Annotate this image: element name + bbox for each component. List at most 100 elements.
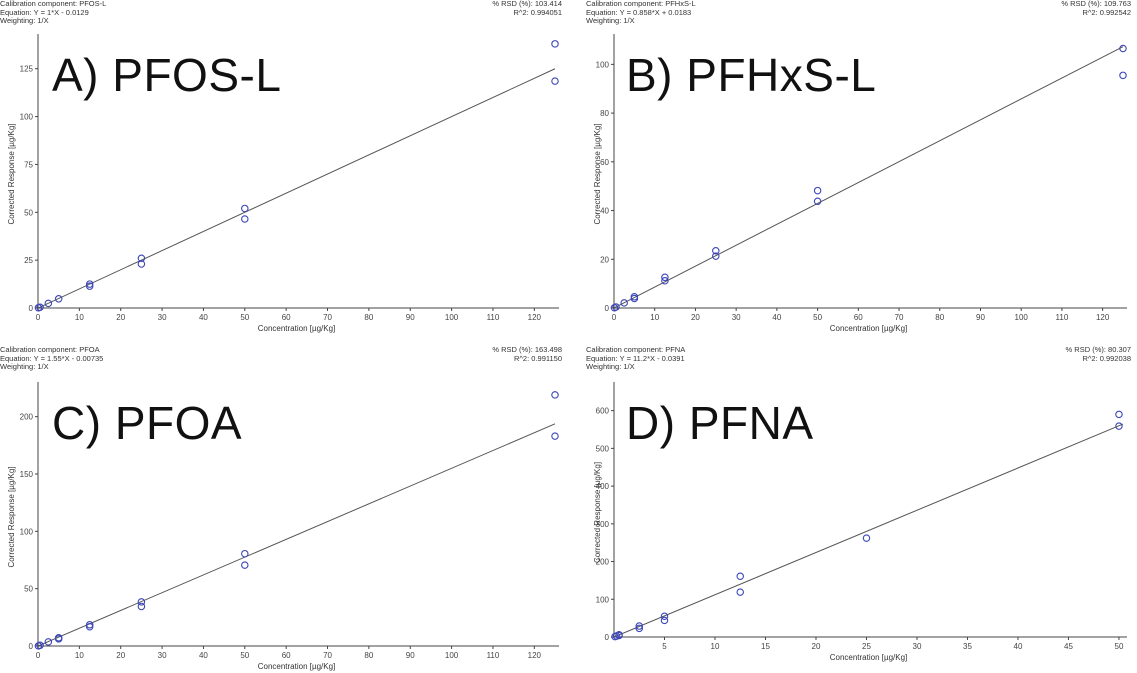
data-point — [660, 616, 669, 625]
fit-line — [37, 68, 556, 309]
y-axis-label: Corrected Response [µg/Kg] — [7, 123, 16, 224]
y-tick-label: 25 — [24, 256, 33, 265]
x-tick-label: 60 — [854, 313, 863, 322]
x-tick-label: 30 — [158, 313, 167, 322]
data-point — [1115, 410, 1123, 419]
data-point — [712, 252, 720, 260]
y-axis-label: Corrected Response [µg/Kg] — [593, 462, 602, 563]
x-tick-label: 100 — [445, 651, 459, 660]
y-tick-label: 0 — [605, 633, 610, 642]
x-tick-label: 35 — [963, 642, 972, 651]
chart-panel-pfos: Calibration component: PFOS-L Equation: … — [0, 0, 568, 336]
panel-label: C) PFOA — [52, 397, 243, 449]
data-point — [137, 254, 146, 262]
weighting-text: Weighting: 1/X — [586, 16, 635, 25]
y-tick-label: 100 — [596, 595, 610, 604]
data-point — [635, 624, 643, 633]
panel-header-stats: % RSD (%): 109.763 R^2: 0.992542 — [1061, 0, 1131, 17]
x-tick-label: 60 — [282, 651, 291, 660]
x-tick-label: 70 — [895, 313, 904, 322]
y-tick-label: 60 — [600, 158, 609, 167]
component-text: Calibration component: PFNA — [586, 345, 686, 354]
y-tick-label: 40 — [600, 207, 609, 216]
x-axis-label: Concentration [µg/Kg] — [258, 662, 336, 671]
data-point — [551, 432, 559, 440]
data-point — [137, 598, 146, 606]
x-tick-label: 20 — [812, 642, 821, 651]
x-tick-label: 120 — [528, 651, 542, 660]
data-point — [1119, 44, 1127, 53]
x-tick-label: 10 — [75, 651, 84, 660]
x-tick-label: 30 — [732, 313, 741, 322]
rsd-text: % RSD (%): 80.307 — [1065, 345, 1131, 354]
y-tick-label: 150 — [20, 470, 34, 479]
data-point — [1115, 422, 1123, 430]
x-tick-label: 120 — [528, 313, 542, 322]
x-tick-label: 50 — [813, 313, 822, 322]
x-tick-label: 110 — [487, 651, 500, 660]
x-tick-label: 100 — [445, 313, 459, 322]
data-point — [862, 534, 871, 542]
rsd-text: % RSD (%): 163.498 — [492, 345, 562, 354]
y-tick-label: 400 — [596, 482, 610, 491]
data-point — [36, 641, 44, 650]
x-tick-label: 40 — [199, 651, 208, 660]
x-tick-label: 30 — [913, 642, 922, 651]
data-point — [36, 303, 44, 311]
component-text: Calibration component: PFOA — [0, 345, 100, 354]
r2-text: R^2: 0.992542 — [1082, 7, 1131, 17]
panel-header-info: Calibration component: PFOA Equation: Y … — [0, 345, 104, 372]
component-text: Calibration component: PFOS-L — [0, 0, 107, 8]
chart-panel-pfna: Calibration component: PFNA Equation: Y … — [586, 345, 1137, 673]
fit-line — [613, 46, 1124, 309]
x-tick-label: 110 — [1056, 313, 1069, 322]
y-tick-label: 20 — [600, 255, 609, 264]
data-point — [635, 622, 643, 630]
x-tick-label: 15 — [761, 642, 770, 651]
plot-area: 0 10 20 30 40 50 60 70 80 90 100 110 120 0 25 50 75 100 12… — [7, 34, 559, 333]
panel-label: D) PFNA — [626, 397, 814, 449]
x-tick-label: 80 — [364, 651, 373, 660]
y-tick-label: 100 — [596, 60, 610, 69]
data-point — [661, 276, 669, 285]
rsd-text: % RSD (%): 103.414 — [492, 0, 562, 8]
data-point — [241, 561, 249, 569]
x-tick-label: 60 — [282, 313, 291, 322]
y-axis-label: Corrected Response [µg/Kg] — [7, 466, 16, 567]
y-tick-label: 80 — [600, 109, 609, 118]
r2-text: R^2: 0.992038 — [1082, 353, 1131, 363]
panel-header-info: Calibration component: PFOS-L Equation: … — [0, 0, 106, 26]
y-tick-label: 100 — [20, 113, 34, 122]
y-tick-label: 50 — [24, 208, 33, 217]
y-tick-label: 200 — [596, 558, 610, 567]
equation-text: Equation: Y = 1.55*X - 0.00735 — [0, 353, 104, 363]
x-tick-label: 90 — [976, 313, 985, 322]
data-point — [630, 294, 639, 303]
data-point — [615, 630, 623, 639]
y-tick-label: 600 — [596, 407, 610, 416]
r2-text: R^2: 0.991150 — [514, 353, 562, 363]
data-point — [85, 280, 94, 288]
y-tick-label: 0 — [29, 642, 34, 651]
x-tick-label: 10 — [650, 313, 659, 322]
x-tick-label: 5 — [662, 642, 667, 651]
data-point — [137, 602, 146, 611]
x-tick-label: 0 — [612, 313, 617, 322]
plot-area: 0 10 20 30 40 50 60 70 80 90 100 110 120 0 20 40 60 80 100… — [593, 34, 1127, 333]
weighting-text: Weighting: 1/X — [0, 16, 49, 25]
x-tick-label: 120 — [1096, 313, 1110, 322]
x-tick-label: 25 — [862, 642, 871, 651]
data-point — [612, 303, 620, 311]
r2-text: R^2: 0.994051 — [513, 7, 562, 17]
y-tick-label: 500 — [596, 444, 610, 453]
data-point — [54, 635, 63, 643]
x-tick-label: 20 — [116, 651, 125, 660]
data-point — [44, 299, 53, 308]
y-tick-label: 125 — [20, 65, 34, 74]
data-point — [241, 204, 249, 213]
data-point — [85, 282, 94, 290]
x-axis-label: Concentration [µg/Kg] — [830, 324, 908, 333]
x-tick-label: 10 — [711, 642, 720, 651]
x-tick-label: 20 — [691, 313, 700, 322]
data-point — [813, 197, 822, 206]
